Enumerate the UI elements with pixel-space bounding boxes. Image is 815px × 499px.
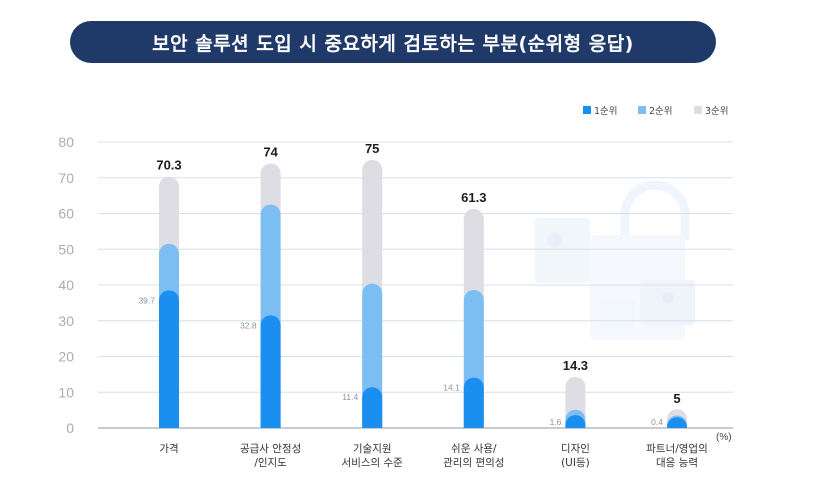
legend-label-2: 2순위 <box>649 105 673 117</box>
x-category-label: 관리의 편의성 <box>443 456 504 469</box>
legend-swatch-1 <box>583 106 591 114</box>
x-category-label: 기술지원 <box>353 443 392 455</box>
x-category-label: /인지도 <box>254 457 287 469</box>
y-tick-label: 10 <box>58 384 74 400</box>
total-label: 5 <box>673 391 680 406</box>
first-rank-label: 14.1 <box>443 383 460 393</box>
x-category-label: (UI등) <box>561 457 590 469</box>
unit-label: (%) <box>716 432 732 443</box>
x-category-label: 공급사 안정성 <box>240 443 301 455</box>
total-label: 70.3 <box>156 158 181 173</box>
legend-label-1: 1순위 <box>594 105 618 117</box>
y-tick-label: 20 <box>58 349 74 365</box>
bar-segment-1 <box>667 417 687 428</box>
legend-swatch-3 <box>694 106 702 114</box>
lock-illustration <box>535 180 695 340</box>
bars <box>159 159 687 429</box>
first-rank-label: 11.4 <box>342 392 358 402</box>
bar-segment-1 <box>565 415 586 428</box>
y-tick-label: 80 <box>58 134 74 150</box>
chart-title-banner: 보안 솔루션 도입 시 중요하게 검토하는 부분(순위형 응답) <box>70 21 716 63</box>
chart-title: 보안 솔루션 도입 시 중요하게 검토하는 부분(순위형 응답) <box>152 32 634 55</box>
first-rank-label: 39.7 <box>138 295 155 305</box>
y-tick-label: 60 <box>58 206 74 222</box>
first-rank-label: 0.4 <box>651 417 663 427</box>
x-category-label: 서비스의 수준 <box>342 457 404 469</box>
legend-swatch-2 <box>638 106 646 114</box>
bar-segment-1 <box>362 387 383 428</box>
y-tick-label: 40 <box>58 277 74 293</box>
gridlines <box>98 141 733 429</box>
y-axis: 0 10 20 30 40 50 60 70 80 <box>58 134 74 436</box>
legend: 1순위 2순위 3순위 <box>583 105 729 117</box>
data-labels: 70.3 39.7 74 32.8 75 11.4 61.3 14.1 14.3 1.6 5 0.4 <box>138 141 680 427</box>
x-category-label: 디자인 <box>561 443 590 455</box>
total-label: 75 <box>365 141 379 156</box>
total-label: 61.3 <box>461 190 486 205</box>
bar-segment-1 <box>463 377 484 428</box>
y-tick-label: 70 <box>58 170 74 186</box>
total-label: 14.3 <box>563 358 588 373</box>
first-rank-label: 32.8 <box>240 320 257 330</box>
bar-segment-1 <box>260 315 281 428</box>
total-label: 74 <box>263 144 278 159</box>
first-rank-label: 1.6 <box>550 417 562 427</box>
y-tick-label: 30 <box>58 313 74 329</box>
x-category-label: 대응 능력 <box>656 457 698 469</box>
legend-label-3: 3순위 <box>705 105 729 117</box>
x-category-label: 쉬운 사용/ <box>451 443 497 455</box>
x-category-label: 파트너/영업의 <box>646 442 708 455</box>
y-tick-label: 0 <box>66 420 74 436</box>
bar-segment-1 <box>159 290 179 428</box>
x-category-label: 가격 <box>159 442 178 455</box>
y-tick-label: 50 <box>58 241 74 257</box>
